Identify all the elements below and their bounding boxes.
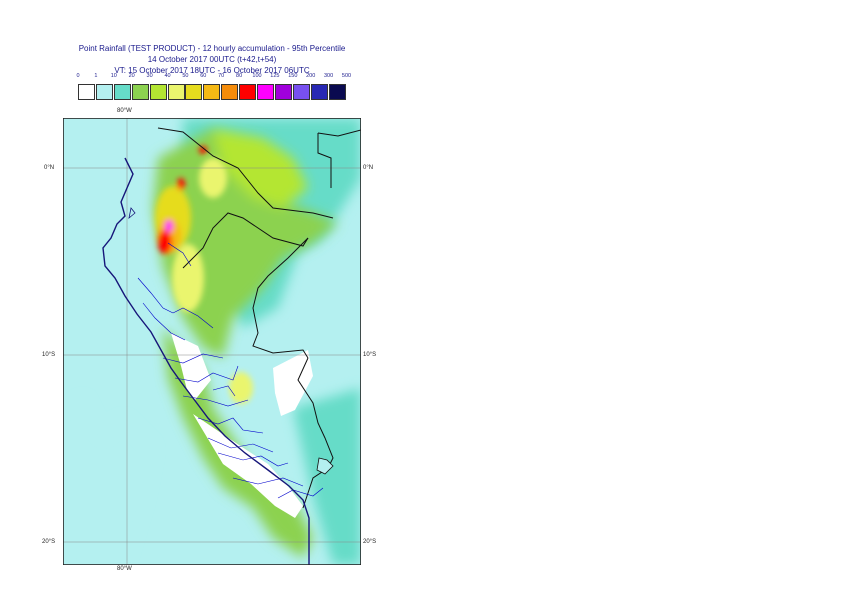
lon-label-top: 80°W bbox=[117, 108, 132, 114]
legend-swatch bbox=[221, 84, 239, 100]
legend-label: 300 bbox=[324, 73, 334, 79]
legend-swatch bbox=[113, 84, 131, 100]
legend-label: 150 bbox=[288, 73, 298, 79]
legend-swatch bbox=[167, 84, 185, 100]
lat-label-left-20: 20°S bbox=[42, 539, 56, 545]
legend-swatch bbox=[95, 84, 113, 100]
legend-label: 20 bbox=[128, 73, 135, 79]
legend-label: 30 bbox=[146, 73, 153, 79]
legend-swatch bbox=[149, 84, 167, 100]
legend-label: 50 bbox=[182, 73, 189, 79]
legend-label: 125 bbox=[270, 73, 280, 79]
legend-label: 0 bbox=[76, 73, 80, 79]
legend-swatch bbox=[239, 84, 257, 100]
lat-label-left-10: 10°S bbox=[42, 352, 56, 358]
gulf-outline bbox=[128, 207, 136, 220]
map-valid-time: VT: 15 October 2017 18UTC - 16 October 2… bbox=[114, 66, 310, 75]
lat-label-right-10: 10°S bbox=[363, 352, 377, 358]
legend-label: 80 bbox=[236, 73, 243, 79]
legend-swatch bbox=[310, 84, 328, 100]
legend-swatch bbox=[292, 84, 310, 100]
rainfall-map bbox=[63, 118, 361, 565]
legend-swatch bbox=[131, 84, 149, 100]
legend-label: 40 bbox=[164, 73, 171, 79]
legend-swatch bbox=[257, 84, 274, 100]
coastline bbox=[102, 157, 310, 565]
legend-label: 10 bbox=[110, 73, 117, 79]
map-run-time: 14 October 2017 00UTC (t+42,t+54) bbox=[147, 55, 277, 64]
map-frame bbox=[63, 118, 361, 565]
legend-swatch bbox=[78, 84, 95, 100]
legend-label: 100 bbox=[252, 73, 262, 79]
legend-swatch bbox=[328, 84, 346, 100]
lon-label-bottom: 80°W bbox=[117, 566, 132, 572]
national-borders bbox=[157, 127, 361, 509]
map-title: Point Rainfall (TEST PRODUCT) - 12 hourl… bbox=[78, 44, 346, 53]
lake-titicaca bbox=[316, 457, 334, 475]
lat-label-right-20: 20°S bbox=[363, 539, 377, 545]
dry-area-coast-mid bbox=[171, 333, 211, 400]
graticule bbox=[63, 118, 361, 565]
map-panel bbox=[63, 118, 361, 565]
legend-label: 1 bbox=[94, 73, 98, 79]
legend-swatch bbox=[185, 84, 203, 100]
legend-swatch bbox=[203, 84, 221, 100]
legend-label: 70 bbox=[218, 73, 225, 79]
legend-label: 200 bbox=[306, 73, 316, 79]
legend-swatch bbox=[274, 84, 292, 100]
legend-label: 500 bbox=[341, 73, 352, 79]
legend-label: 60 bbox=[200, 73, 207, 79]
dry-area-east bbox=[273, 350, 313, 416]
lat-label-left-0: 0°N bbox=[44, 165, 55, 171]
dry-area-coast-south bbox=[193, 414, 303, 518]
lat-label-right-0: 0°N bbox=[363, 165, 374, 171]
